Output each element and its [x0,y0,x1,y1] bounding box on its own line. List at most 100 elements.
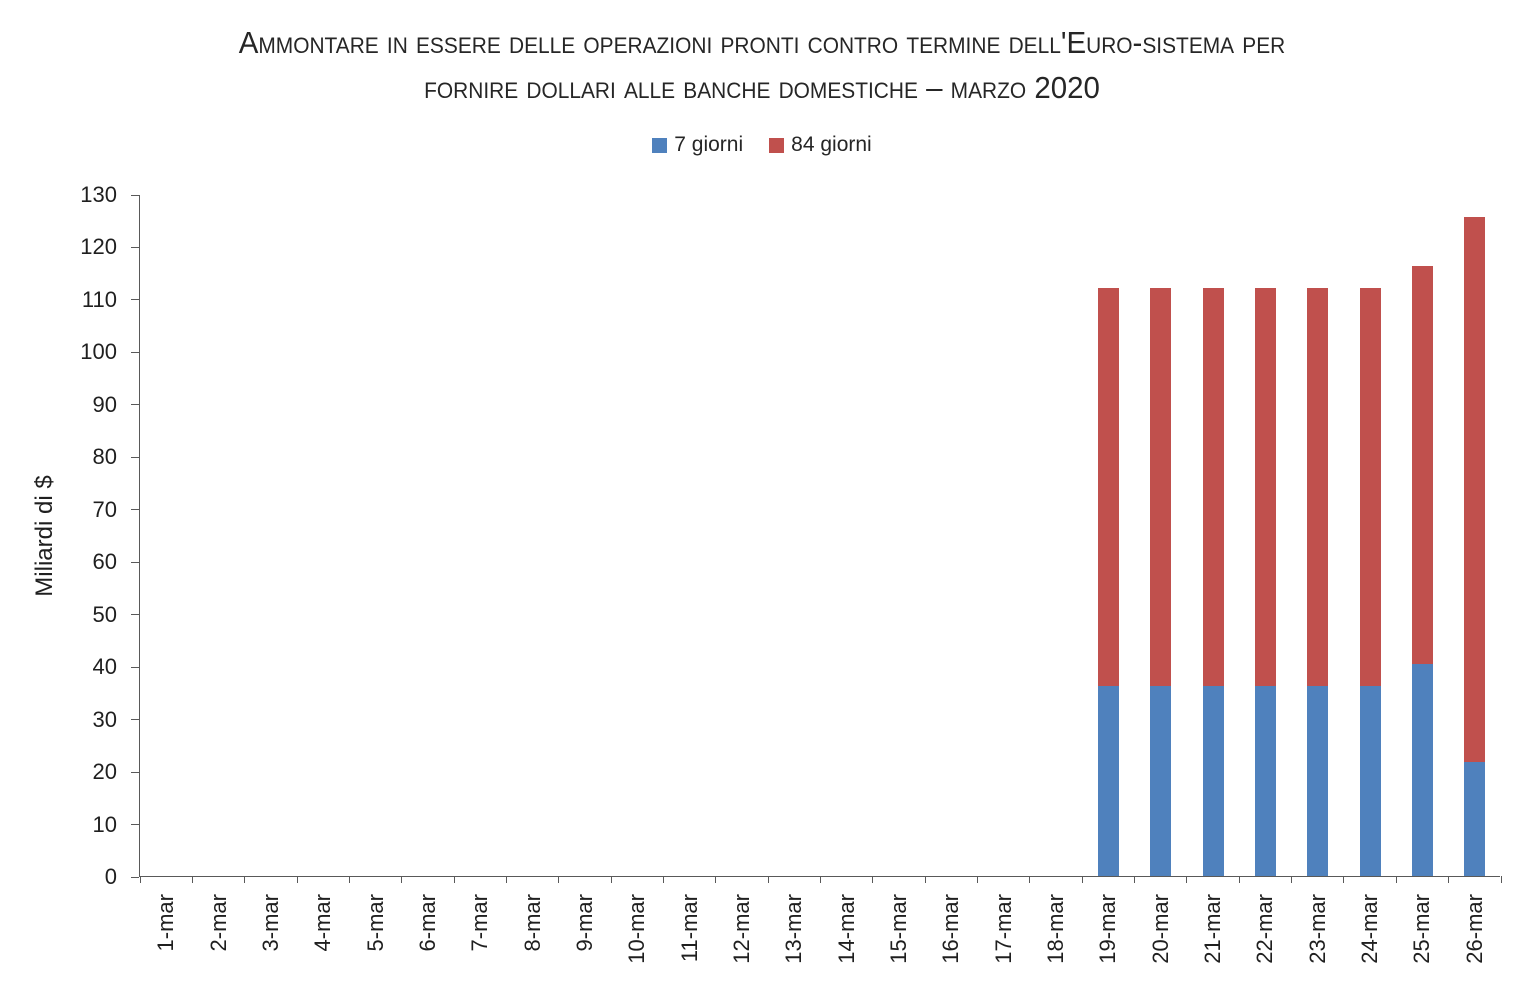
x-axis-tick-23 [1343,876,1345,883]
x-axis-label-6-mar: 6-mar [414,894,440,952]
bar-20-mar-7-giorni [1150,685,1172,876]
chart-title-line1: Ammontare in essere delle operazioni pro… [238,25,1286,60]
y-axis-tick-20 [131,771,139,773]
x-axis-tick-26 [1500,876,1502,883]
y-axis-label-30: 30 [92,706,117,732]
x-axis-tick-18 [1081,876,1083,883]
chart-title-line2: fornire dollari alle banche domestiche –… [424,70,1100,105]
x-axis-label-25-mar: 25-mar [1409,894,1435,964]
x-axis-tick-3 [296,876,298,883]
legend-swatch-84-giorni-icon [769,137,785,153]
x-axis-tick-22 [1291,876,1293,883]
x-axis-label-24-mar: 24-mar [1357,894,1383,964]
bar-22-mar-7-giorni [1254,685,1276,876]
y-axis-tick-130 [131,194,139,196]
x-axis-label-17-mar: 17-mar [990,894,1016,964]
x-axis-label-18-mar: 18-mar [1043,894,1069,964]
legend-item-84-giorni: 84 giorni [769,133,872,157]
plot-area: Miliardi di $ 0 10 20 30 40 50 60 70 80 90 100 110 1… [31,183,1502,964]
legend-item-7-giorni: 7 giorni [652,133,743,157]
y-axis-tick-120 [131,246,139,248]
bar-25-mar-84-giorni [1411,266,1433,665]
x-axis-label-21-mar: 21-mar [1200,894,1226,964]
y-axis-tick-10 [131,824,139,826]
y-axis-tick-0 [131,876,139,878]
x-axis-tick-11 [715,876,717,883]
x-axis-label-26-mar: 26-mar [1461,894,1487,964]
bar-23-mar-7-giorni [1307,685,1329,876]
y-axis-label-20: 20 [92,759,117,785]
x-axis-tick-19 [1134,876,1136,883]
bar-26-mar-84-giorni [1464,217,1486,763]
bar-22-mar-84-giorni [1254,287,1276,686]
x-axis-label-3-mar: 3-mar [257,894,283,952]
y-axis-label-120: 120 [80,234,117,260]
x-axis-tick-9 [610,876,612,883]
y-axis-tick-90 [131,404,139,406]
x-axis-label-16-mar: 16-mar [938,894,964,964]
x-axis-tick-0 [139,876,141,883]
x-axis-tick-15 [924,876,926,883]
legend-label-7-giorni: 7 giorni [674,133,744,156]
x-axis-label-11-mar: 11-mar [676,894,702,963]
x-axis-tick-10 [662,876,664,883]
x-axis-label-4-mar: 4-mar [310,894,336,952]
x-axis-tick-12 [767,876,769,883]
x-axis-tick-21 [1238,876,1240,883]
legend: 7 giorni 84 giorni [0,133,1524,157]
x-axis-tick-7 [505,876,507,883]
x-axis-label-19-mar: 19-mar [1095,894,1121,964]
bar-19-mar-84-giorni [1097,287,1119,686]
bar-20-mar-84-giorni [1150,287,1172,686]
x-axis-tick-14 [872,876,874,883]
x-axis-tick-17 [1029,876,1031,883]
y-axis-label-90: 90 [92,391,117,417]
y-axis-tick-60 [131,561,139,563]
x-axis-label-20-mar: 20-mar [1147,894,1173,964]
x-axis-label-1-mar: 1-mar [153,894,179,952]
x-axis-label-10-mar: 10-mar [624,894,650,964]
x-axis-tick-5 [401,876,403,883]
x-axis-label-12-mar: 12-mar [728,894,754,964]
y-axis-tick-80 [131,456,139,458]
legend-swatch-7-giorni-icon [652,137,668,153]
x-axis-tick-1 [191,876,193,883]
y-axis-label-80: 80 [92,444,117,470]
x-axis-tick-2 [244,876,246,883]
x-axis-tick-8 [558,876,560,883]
y-axis-label-10: 10 [92,811,117,837]
x-axis-label-22-mar: 22-mar [1252,894,1278,964]
y-axis-label-130: 130 [80,182,117,207]
x-axis-tick-6 [453,876,455,883]
y-axis-label-110: 110 [81,286,117,312]
x-axis-label-2-mar: 2-mar [205,894,231,952]
x-axis-label-15-mar: 15-mar [886,894,912,964]
chart-title: Ammontare in essere delle operazioni pro… [97,20,1427,110]
y-axis-label-70: 70 [92,496,117,522]
bar-24-mar-84-giorni [1359,287,1381,686]
x-axis-label-23-mar: 23-mar [1304,894,1330,964]
x-axis-label-5-mar: 5-mar [362,894,388,952]
legend-label-84-giorni: 84 giorni [791,133,872,156]
x-axis-tick-20 [1186,876,1188,883]
bar-21-mar-84-giorni [1202,287,1224,686]
y-axis-label-50: 50 [92,601,117,627]
x-axis-tick-13 [820,876,821,883]
y-axis-tick-40 [131,666,139,668]
y-axis-tick-110 [131,299,139,301]
y-axis-label-100: 100 [80,339,117,365]
y-axis-tick-70 [131,509,139,511]
bar-21-mar-7-giorni [1202,685,1224,876]
y-axis-tick-50 [131,614,139,616]
y-axis-label-0: 0 [104,864,117,889]
y-axis-label-60: 60 [92,549,117,575]
bar-25-mar-7-giorni [1411,664,1433,876]
y-axis-tick-30 [131,719,139,721]
x-axis-tick-25 [1448,876,1450,883]
x-axis-label-8-mar: 8-mar [519,894,545,952]
x-axis-label-7-mar: 7-mar [467,894,493,952]
bar-26-mar-7-giorni [1464,762,1486,876]
y-axis-label-40: 40 [92,654,117,680]
x-axis-tick-4 [348,876,350,883]
